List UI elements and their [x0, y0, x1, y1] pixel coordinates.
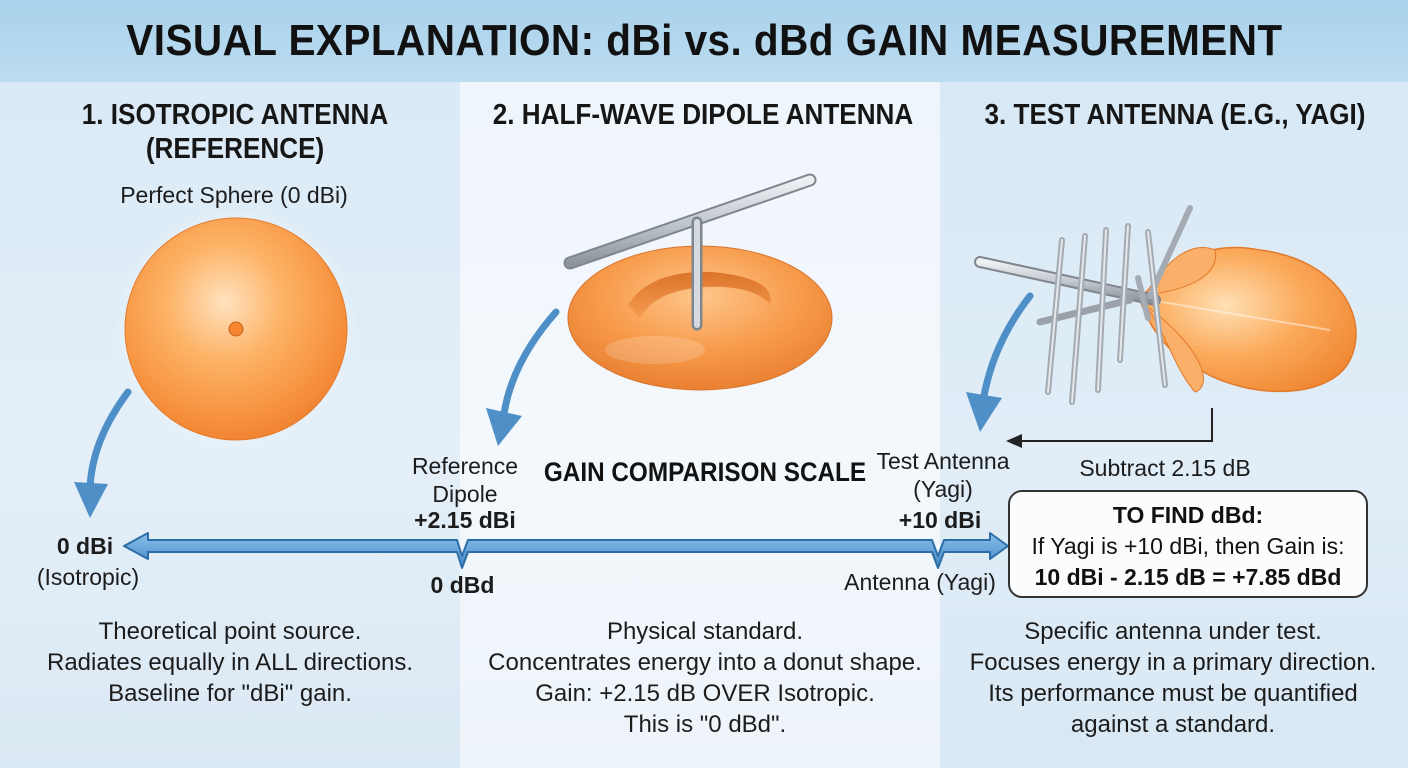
- title-banner: VISUAL EXPLANATION: dBi vs. dBd GAIN MEA…: [0, 0, 1408, 82]
- section-3-description: Specific antenna under test. Focuses ene…: [948, 616, 1398, 740]
- section-3-title: 3. TEST ANTENNA (E.G., YAGI): [984, 99, 1366, 131]
- desc-2-line4: This is "0 dBd".: [623, 711, 787, 738]
- test-antenna-label: Test Antenna (Yagi): [868, 447, 1018, 503]
- scale-left-value: 0 dBi: [56, 533, 114, 559]
- callout-line1: If Yagi is +10 dBi, then Gain is:: [1031, 533, 1345, 559]
- desc-2-line3: Gain: +2.15 dB OVER Isotropic.: [535, 680, 875, 707]
- callout-heading: TO FIND dBd:: [1112, 502, 1264, 528]
- desc-2-line2: Concentrates energy into a donut shape.: [488, 649, 922, 676]
- point-source-dot: [228, 321, 244, 337]
- test-label-line2: (Yagi): [913, 476, 973, 502]
- arrow-yagi-to-scale: [966, 292, 1034, 432]
- reference-dipole-label: Reference Dipole: [395, 452, 535, 508]
- desc-1-line2: Radiates equally in ALL directions.: [47, 649, 413, 676]
- section-2-description: Physical standard. Concentrates energy i…: [470, 616, 940, 740]
- dbd-formula-callout: TO FIND dBd: If Yagi is +10 dBi, then Ga…: [1008, 490, 1368, 598]
- test-label-line1: Test Antenna: [876, 448, 1010, 474]
- dipole-antenna-icon: [563, 173, 817, 331]
- callout-formula: 10 dBi - 2.15 dB = +7.85 dBd: [1034, 564, 1342, 590]
- subtract-connector: [1006, 408, 1213, 448]
- arrow-sphere-to-scale: [74, 388, 132, 518]
- arrowhead-icon: [1006, 434, 1022, 448]
- reference-dbi-value: +2.15 dBi: [414, 507, 516, 533]
- desc-2-line1: Physical standard.: [606, 618, 804, 645]
- section-2-title: 2. HALF-WAVE DIPOLE ANTENNA: [492, 99, 914, 131]
- test-below-label: Antenna (Yagi): [844, 569, 996, 595]
- section-1-description: Theoretical point source. Radiates equal…: [20, 616, 440, 709]
- page-title: VISUAL EXPLANATION: dBi vs. dBd GAIN MEA…: [125, 16, 1283, 65]
- reference-dbd-value: 0 dBd: [430, 572, 495, 598]
- arrow-dipole-to-scale: [486, 308, 560, 446]
- panel-test-antenna: [940, 0, 1408, 768]
- section-1-title-line2: (REFERENCE): [145, 133, 325, 165]
- yagi-antenna-icon: [974, 205, 1193, 405]
- yagi-radiation-lobe: [1139, 246, 1357, 393]
- reference-label-line1: Reference: [411, 453, 519, 479]
- section-1-title-line1: 1. ISOTROPIC ANTENNA: [81, 99, 389, 131]
- isotropic-sphere: [114, 207, 358, 451]
- desc-1-line3: Baseline for "dBi" gain.: [108, 680, 352, 707]
- gain-scale-bar: [123, 532, 1009, 569]
- desc-3-line3: Its performance must be quantified: [988, 680, 1358, 707]
- reference-label-line2: Dipole: [432, 481, 498, 507]
- sphere-caption: Perfect Sphere (0 dBi): [120, 182, 348, 208]
- subtract-label: Subtract 2.15 dB: [1079, 455, 1251, 481]
- scale-left-label: (Isotropic): [36, 564, 140, 590]
- section-1-title: 1. ISOTROPIC ANTENNA (REFERENCE): [60, 98, 411, 166]
- test-dbi-value: +10 dBi: [898, 507, 982, 533]
- desc-1-line1: Theoretical point source.: [98, 618, 362, 645]
- desc-3-line1: Specific antenna under test.: [1024, 618, 1322, 645]
- desc-3-line4: against a standard.: [1070, 711, 1276, 738]
- scale-title: GAIN COMPARISON SCALE: [543, 457, 867, 487]
- desc-3-line2: Focuses energy in a primary direction.: [969, 649, 1377, 676]
